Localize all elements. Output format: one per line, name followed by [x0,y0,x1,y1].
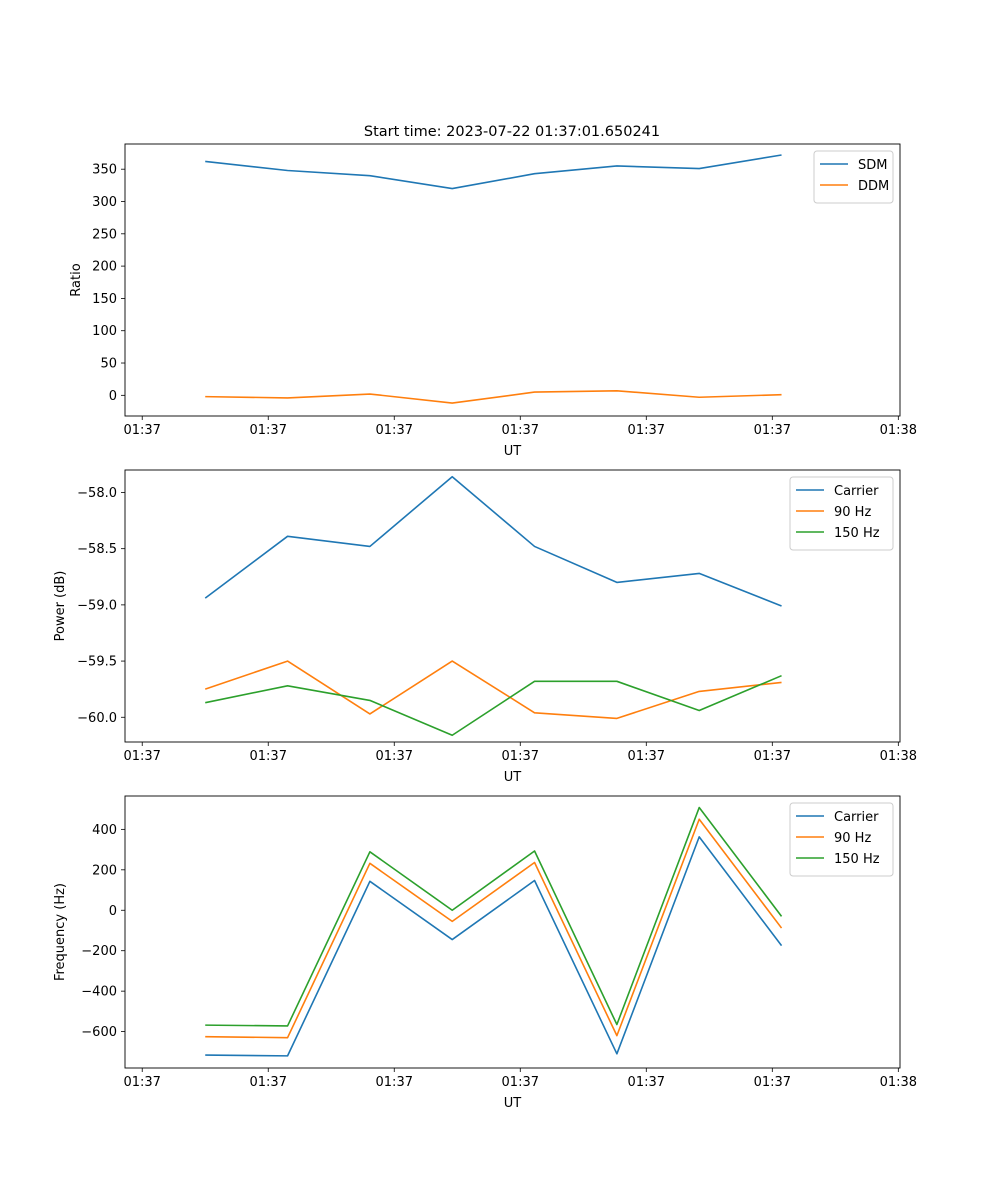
y-axis-label: Power (dB) [53,571,68,642]
x-axis-label: UT [504,444,522,459]
x-tick-label: 01:37 [123,423,160,438]
legend-label: 150 Hz [834,526,880,541]
y-tick-label: 100 [92,324,117,339]
y-tick-label: 0 [109,904,117,919]
x-tick-label: 01:37 [250,423,287,438]
x-tick-label: 01:37 [123,1075,160,1090]
x-tick-label: 01:37 [628,749,665,764]
x-tick-label: 01:37 [123,749,160,764]
y-tick-label: −59.0 [77,598,117,613]
y-tick-label: 200 [92,863,117,878]
legend-label: 90 Hz [834,831,871,846]
y-axis-label: Ratio [69,263,84,296]
x-tick-label: 01:37 [754,423,791,438]
series-line-sdm [205,154,782,190]
x-tick-label: 01:37 [628,423,665,438]
y-tick-label: 0 [109,389,117,404]
x-tick-label: 01:37 [250,749,287,764]
x-tick-label: 01:38 [880,423,917,438]
legend: Carrier 90 Hz 150 Hz [789,802,894,877]
x-tick-label: 01:37 [628,1075,665,1090]
x-tick-label: 01:37 [376,423,413,438]
x-tick-label: 01:37 [754,749,791,764]
x-tick-label: 01:38 [880,749,917,764]
y-tick-label: 200 [92,260,117,275]
series-line-150-hz [205,806,783,1027]
legend-label: SDM [858,158,887,173]
x-tick-label: 01:37 [376,749,413,764]
y-tick-label: 300 [92,195,117,210]
y-tick-label: −59.5 [77,655,117,670]
legend-label: Carrier [834,810,879,825]
panels: 01:37 01:37 01:37 01:37 01:37 01:37 01:38 0 50 10… [53,143,917,1111]
y-tick-label: 350 [92,163,117,178]
chart-panel-1: 01:37 01:37 01:37 01:37 01:37 01:37 01:38 0 50 10… [69,143,917,459]
legend-label: 150 Hz [834,852,880,867]
legend-label: Carrier [834,484,879,499]
x-tick-label: 01:37 [502,423,539,438]
axes-frame [124,143,901,417]
series-line-150-hz [205,674,782,737]
axes-frame [124,469,901,743]
legend: Carrier 90 Hz 150 Hz [789,476,894,551]
y-tick-label: 150 [92,292,117,307]
x-tick-label: 01:37 [376,1075,413,1090]
x-axis-label: UT [504,1096,522,1111]
series-line-carrier [205,836,783,1057]
x-tick-label: 01:37 [754,1075,791,1090]
x-tick-label: 01:37 [502,749,539,764]
y-tick-label: −58.0 [77,486,117,501]
y-tick-label: 50 [100,357,117,372]
legend-label: 90 Hz [834,505,871,520]
x-tick-label: 01:37 [502,1075,539,1090]
axes-frame [124,795,901,1069]
series-line-90-hz [205,818,783,1039]
y-tick-label: −600 [81,1025,117,1040]
series-line-90-hz [204,660,782,720]
chart-panel-2: 01:37 01:37 01:37 01:37 01:37 01:37 01:38 −60.0… [53,469,917,785]
legend-label: DDM [858,179,889,194]
x-axis-label: UT [504,770,522,785]
x-tick-label: 01:38 [880,1075,917,1090]
y-tick-label: −400 [81,985,117,1000]
legend: SDM DDM [813,150,894,204]
y-tick-label: −200 [81,944,117,959]
y-tick-label: 250 [92,227,117,242]
y-axis-label: Frequency (Hz) [53,883,68,981]
x-tick-label: 01:37 [250,1075,287,1090]
y-tick-label: 400 [92,823,117,838]
series-line-carrier [204,475,782,607]
figure-title: Start time: 2023-07-22 01:37:01.650241 [364,124,660,140]
y-tick-label: −58.5 [77,542,117,557]
series-line-ddm [205,389,782,404]
chart-panel-3: 01:37 01:37 01:37 01:37 01:37 01:37 01:38 −600 −… [53,795,917,1111]
y-tick-label: −60.0 [77,711,117,726]
